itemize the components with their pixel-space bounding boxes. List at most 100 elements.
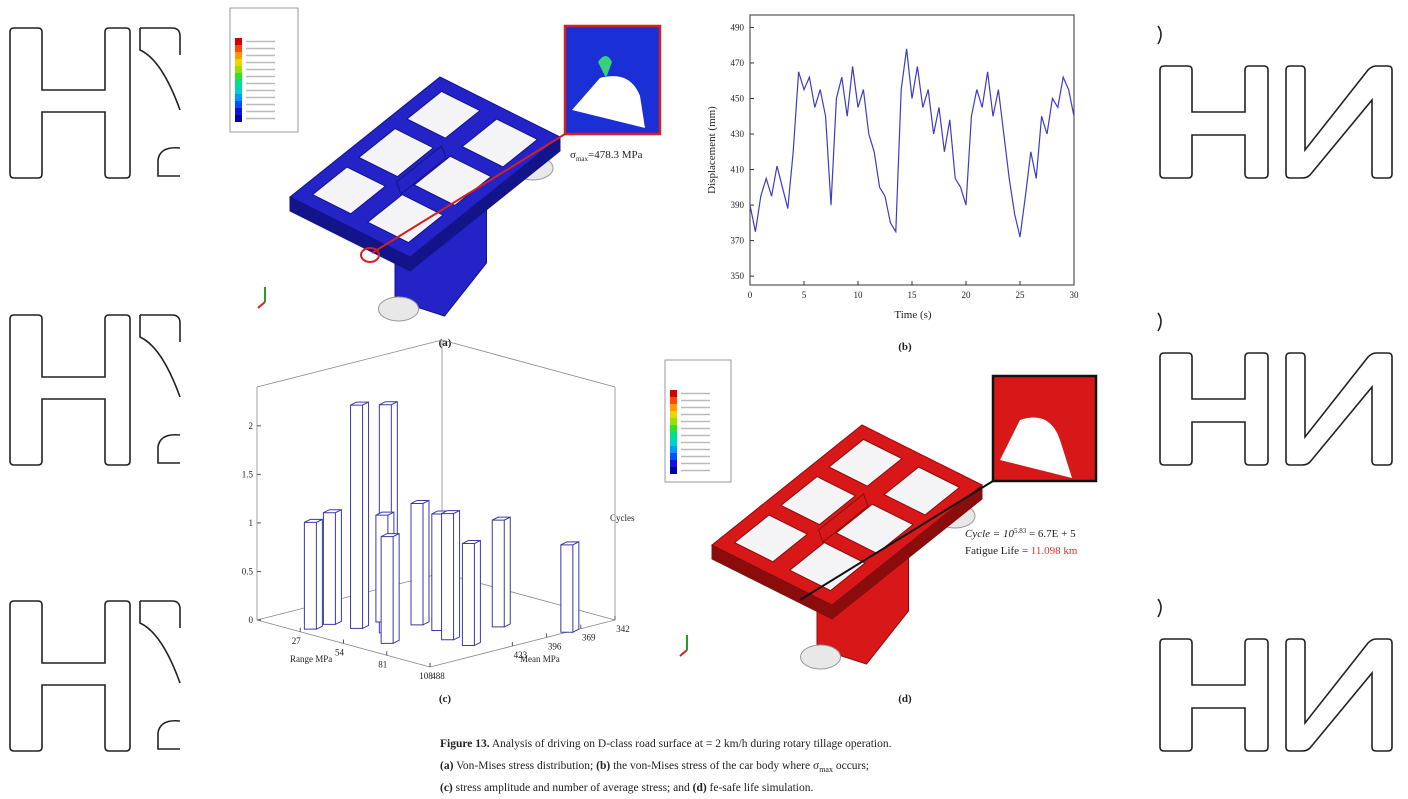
caption-ref: (a) (440, 760, 454, 772)
box-edge (441, 339, 616, 388)
caption: Figure 13. Analysis of driving on D-clas… (440, 738, 892, 794)
y-tick-label: 350 (731, 271, 745, 281)
bar (461, 539, 481, 647)
model-opening (413, 155, 492, 206)
model-opening (461, 118, 539, 168)
cycle-result: = 6.7E + 5 (1026, 528, 1076, 540)
z-tick-label: 0.5 (242, 566, 254, 576)
figure-number: Figure 13. (440, 738, 490, 750)
legend-swatch (670, 446, 677, 453)
model-axis (257, 301, 266, 309)
y-tick-label: 430 (731, 129, 745, 139)
legend-swatch (235, 66, 242, 73)
life-value: 11.098 km (1031, 545, 1078, 557)
bar (303, 518, 323, 630)
y-tick-label: 490 (731, 22, 745, 32)
subscript: max (576, 155, 589, 163)
exponent: 5.83 (1014, 527, 1027, 535)
panel-label: (c) (439, 693, 452, 705)
legend-swatch (235, 59, 242, 66)
legend-swatch (670, 411, 677, 418)
x-tick-label: 20 (962, 290, 972, 300)
legend-swatch (235, 94, 242, 101)
legend-swatch (670, 460, 677, 467)
life-text: Fatigue Life = (965, 545, 1031, 557)
caption-ref: (b) (596, 760, 610, 772)
model-opening (828, 438, 903, 487)
model-axis (679, 649, 688, 657)
panel-label: (a) (439, 337, 452, 349)
y-tick-label: 488 (431, 671, 445, 681)
x-tick-label: 5 (802, 290, 807, 300)
model-opening (366, 194, 444, 244)
x-tick-label: 10 (854, 290, 864, 300)
model-opening (835, 503, 914, 554)
bar (491, 516, 511, 628)
z-tick-label: 0 (249, 615, 254, 625)
model-opening (883, 466, 961, 516)
plot-frame (749, 14, 1075, 286)
caption-line: (c) stress amplitude and number of avera… (440, 782, 813, 794)
z-axis-label: Cycles (610, 513, 635, 523)
x-tick-label: 30 (1070, 290, 1080, 300)
z-tick-label: 1.5 (242, 469, 254, 479)
caption-text: Von-Mises stress distribution; (453, 760, 596, 772)
legend-swatch (235, 52, 242, 59)
y-axis-label: Mean MPa (520, 654, 560, 664)
x-tick-label: 27 (292, 636, 302, 646)
y-tick-label: 370 (731, 236, 745, 246)
cycle-annotation: Cycle = 105.83 = 6.7E + 5 (965, 527, 1076, 540)
x-tick-label: 0 (748, 290, 753, 300)
legend-swatch (670, 397, 677, 404)
x-tick-label: 54 (335, 648, 345, 658)
legend-swatch (670, 467, 677, 474)
legend-swatch (670, 418, 677, 425)
x-tick-label: 81 (378, 659, 387, 669)
legend-swatch (670, 453, 677, 460)
x-tick-label: 25 (1016, 290, 1026, 300)
legend-swatch (235, 108, 242, 115)
cycle-text: Cycle = 10 (965, 528, 1014, 540)
model-beam (817, 493, 869, 543)
caption-subscript: max (819, 765, 833, 774)
legend-swatch (670, 390, 677, 397)
bar (441, 509, 461, 641)
model-opening (311, 166, 387, 215)
caption-ref: (c) (440, 782, 453, 794)
bar (380, 532, 400, 645)
bar (410, 499, 430, 626)
max-stress-annotation: σmax=478.3 MPa (570, 149, 643, 163)
model-opening (406, 90, 481, 139)
bar (322, 508, 342, 626)
y-tick-label: 390 (731, 200, 745, 210)
x-axis-label: Time (s) (894, 309, 932, 321)
z-tick-label: 2 (249, 421, 254, 431)
legend-swatch (235, 38, 242, 45)
panel-b: Time (s) Displacement (mm) (b) 350 370 390… (706, 14, 1080, 353)
x-tick-label: 108 (419, 671, 433, 681)
model-wheel (378, 296, 419, 322)
model-opening (780, 476, 857, 526)
legend-swatch (670, 425, 677, 432)
legend-swatch (235, 87, 242, 94)
bar (350, 401, 370, 630)
legend-swatch (235, 45, 242, 52)
x-tick-label: 15 (908, 290, 918, 300)
y-tick-label: 423 (514, 650, 528, 660)
legend-swatch (235, 101, 242, 108)
zoom-leader (799, 480, 994, 601)
life-annotation: Fatigue Life = 11.098 km (965, 545, 1078, 557)
model-opening (733, 514, 809, 563)
model-opening (788, 542, 866, 592)
y-tick-label: 396 (548, 641, 562, 651)
caption-line: (a) Von-Mises stress distribution; (b) t… (440, 760, 869, 774)
zoom-leader (371, 133, 566, 254)
model-beam (395, 145, 447, 195)
panel-a: σmax=478.3 MPa (a) (229, 7, 662, 349)
box-edge (256, 339, 443, 388)
caption-text: the von-Mises stress of the car body whe… (610, 760, 820, 772)
bar (560, 541, 580, 634)
zoom-detail (572, 76, 645, 128)
y-tick-label: 450 (731, 93, 745, 103)
caption-text: stress amplitude and number of average s… (453, 782, 693, 794)
